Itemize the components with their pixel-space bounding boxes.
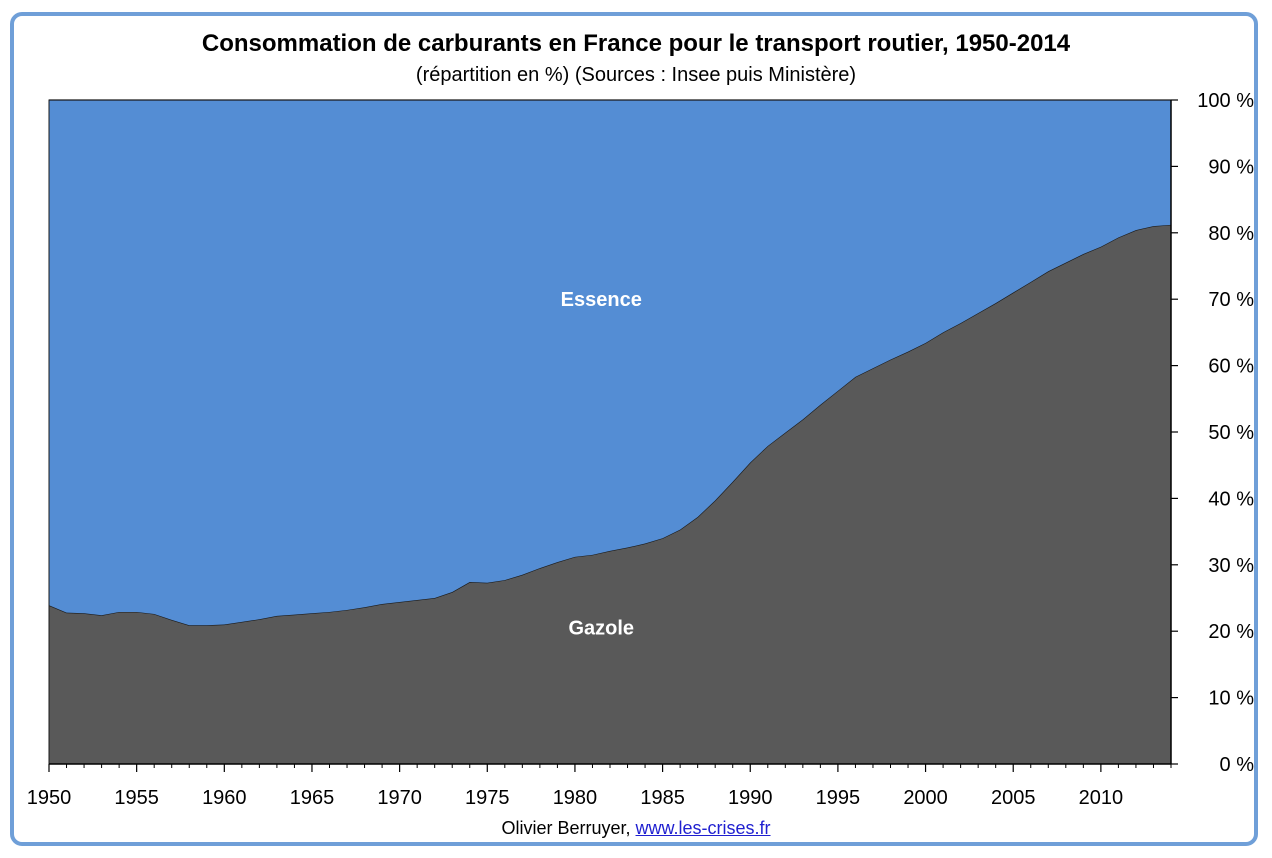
x-tick-label: 1975 <box>465 787 510 809</box>
y-tick-label: 90 % <box>1208 156 1254 178</box>
x-tick-label: 1990 <box>728 787 773 809</box>
x-tick-label: 1950 <box>27 787 72 809</box>
y-tick-label: 40 % <box>1208 488 1254 510</box>
area-essence <box>49 100 1171 626</box>
x-tick-label: 1960 <box>202 787 247 809</box>
y-tick-label: 30 % <box>1208 555 1254 577</box>
author-name: Olivier Berruyer, <box>501 818 631 838</box>
source-link[interactable]: www.les-crises.fr <box>635 818 771 838</box>
chart-title: Consommation de carburants en France pou… <box>201 30 1071 57</box>
series-label-essence: Essence <box>561 289 642 311</box>
x-tick-label: 2010 <box>1079 787 1124 809</box>
x-tick-label: 2000 <box>903 787 948 809</box>
y-tick-label: 60 % <box>1208 356 1254 378</box>
x-tick-label: 1970 <box>377 787 422 809</box>
x-tick-label: 1995 <box>816 787 861 809</box>
credit-line: Olivier Berruyer, www.les-crises.fr <box>0 818 1272 839</box>
x-tick-label: 2005 <box>991 787 1036 809</box>
y-tick-label: 70 % <box>1208 289 1254 311</box>
chart-subtitle: (répartition en %) (Sources : Insee puis… <box>415 64 857 86</box>
series-label-gazole: Gazole <box>568 618 634 640</box>
y-tick-label: 100 % <box>1197 90 1254 112</box>
y-tick-label: 10 % <box>1208 688 1254 710</box>
x-tick-label: 1965 <box>290 787 335 809</box>
x-tick-label: 1955 <box>114 787 159 809</box>
x-tick-label: 1980 <box>553 787 598 809</box>
y-tick-label: 20 % <box>1208 621 1254 643</box>
y-tick-label: 50 % <box>1208 422 1254 444</box>
x-tick-label: 1985 <box>640 787 685 809</box>
y-tick-label: 80 % <box>1208 223 1254 245</box>
y-tick-label: 0 % <box>1220 754 1255 776</box>
